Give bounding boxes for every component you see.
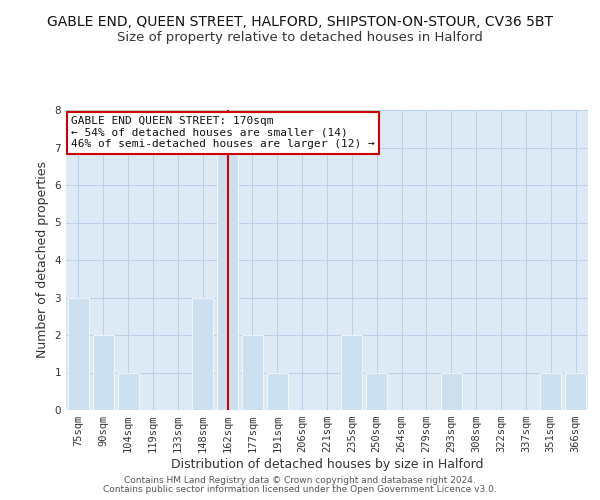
Text: Size of property relative to detached houses in Halford: Size of property relative to detached ho… bbox=[117, 31, 483, 44]
Bar bbox=[217, 148, 238, 410]
Bar bbox=[93, 335, 114, 410]
Bar bbox=[68, 298, 89, 410]
X-axis label: Distribution of detached houses by size in Halford: Distribution of detached houses by size … bbox=[171, 458, 483, 471]
Bar bbox=[540, 372, 561, 410]
Bar bbox=[341, 335, 362, 410]
Bar bbox=[441, 372, 462, 410]
Bar bbox=[267, 372, 288, 410]
Text: GABLE END, QUEEN STREET, HALFORD, SHIPSTON-ON-STOUR, CV36 5BT: GABLE END, QUEEN STREET, HALFORD, SHIPST… bbox=[47, 15, 553, 29]
Text: Contains HM Land Registry data © Crown copyright and database right 2024.: Contains HM Land Registry data © Crown c… bbox=[124, 476, 476, 485]
Y-axis label: Number of detached properties: Number of detached properties bbox=[36, 162, 49, 358]
Bar bbox=[242, 335, 263, 410]
Bar bbox=[366, 372, 387, 410]
Text: GABLE END QUEEN STREET: 170sqm
← 54% of detached houses are smaller (14)
46% of : GABLE END QUEEN STREET: 170sqm ← 54% of … bbox=[71, 116, 375, 149]
Bar bbox=[565, 372, 586, 410]
Bar bbox=[118, 372, 139, 410]
Text: Contains public sector information licensed under the Open Government Licence v3: Contains public sector information licen… bbox=[103, 485, 497, 494]
Bar bbox=[192, 298, 213, 410]
